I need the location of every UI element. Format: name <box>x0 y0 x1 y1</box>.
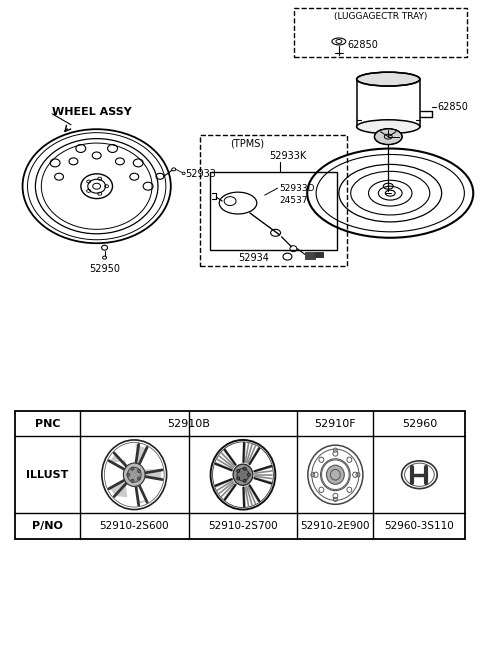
Ellipse shape <box>131 467 134 470</box>
Bar <box>305 252 315 259</box>
Ellipse shape <box>357 72 420 86</box>
Text: ILLUST: ILLUST <box>26 470 69 479</box>
Text: (TPMS): (TPMS) <box>230 139 264 149</box>
Ellipse shape <box>237 468 249 481</box>
Polygon shape <box>136 486 146 503</box>
Text: 52950: 52950 <box>89 265 120 274</box>
Polygon shape <box>136 444 146 464</box>
Text: 52933D: 52933D <box>279 183 315 193</box>
Ellipse shape <box>138 470 141 473</box>
Ellipse shape <box>247 473 251 476</box>
Text: 62850: 62850 <box>347 41 378 50</box>
Ellipse shape <box>127 473 130 476</box>
Ellipse shape <box>357 120 420 134</box>
Ellipse shape <box>138 477 141 480</box>
Ellipse shape <box>233 464 253 485</box>
Text: 52910B: 52910B <box>167 419 210 428</box>
Bar <box>210 172 337 250</box>
Ellipse shape <box>243 467 246 470</box>
Text: P/NO: P/NO <box>32 521 63 531</box>
Bar <box>294 8 468 57</box>
Text: 52910-2E900: 52910-2E900 <box>300 521 370 531</box>
Text: PNC: PNC <box>35 419 60 428</box>
Text: 52933K: 52933K <box>270 151 307 162</box>
Text: 52960-3S110: 52960-3S110 <box>384 521 454 531</box>
Text: 52960: 52960 <box>402 419 437 428</box>
Polygon shape <box>111 455 127 466</box>
Text: 52910F: 52910F <box>314 419 356 428</box>
Bar <box>14 411 466 539</box>
Bar <box>201 135 347 265</box>
Polygon shape <box>145 470 160 479</box>
Ellipse shape <box>131 479 134 482</box>
Ellipse shape <box>237 470 240 473</box>
Text: 62850: 62850 <box>438 102 468 112</box>
Ellipse shape <box>127 467 141 482</box>
Ellipse shape <box>237 477 240 480</box>
Text: 52933: 52933 <box>186 169 216 179</box>
Text: 52910-2S700: 52910-2S700 <box>208 521 278 531</box>
Text: 52934: 52934 <box>238 253 269 263</box>
Ellipse shape <box>123 463 145 487</box>
Text: (LUGGAGECTR TRAY): (LUGGAGECTR TRAY) <box>334 12 428 21</box>
Text: 24537: 24537 <box>279 196 308 204</box>
Ellipse shape <box>243 479 246 482</box>
Bar <box>315 252 323 257</box>
Ellipse shape <box>326 465 344 484</box>
Polygon shape <box>111 480 127 496</box>
Text: WHEEL ASSY: WHEEL ASSY <box>52 107 132 117</box>
Text: 52910-2S600: 52910-2S600 <box>99 521 169 531</box>
Ellipse shape <box>374 128 402 145</box>
